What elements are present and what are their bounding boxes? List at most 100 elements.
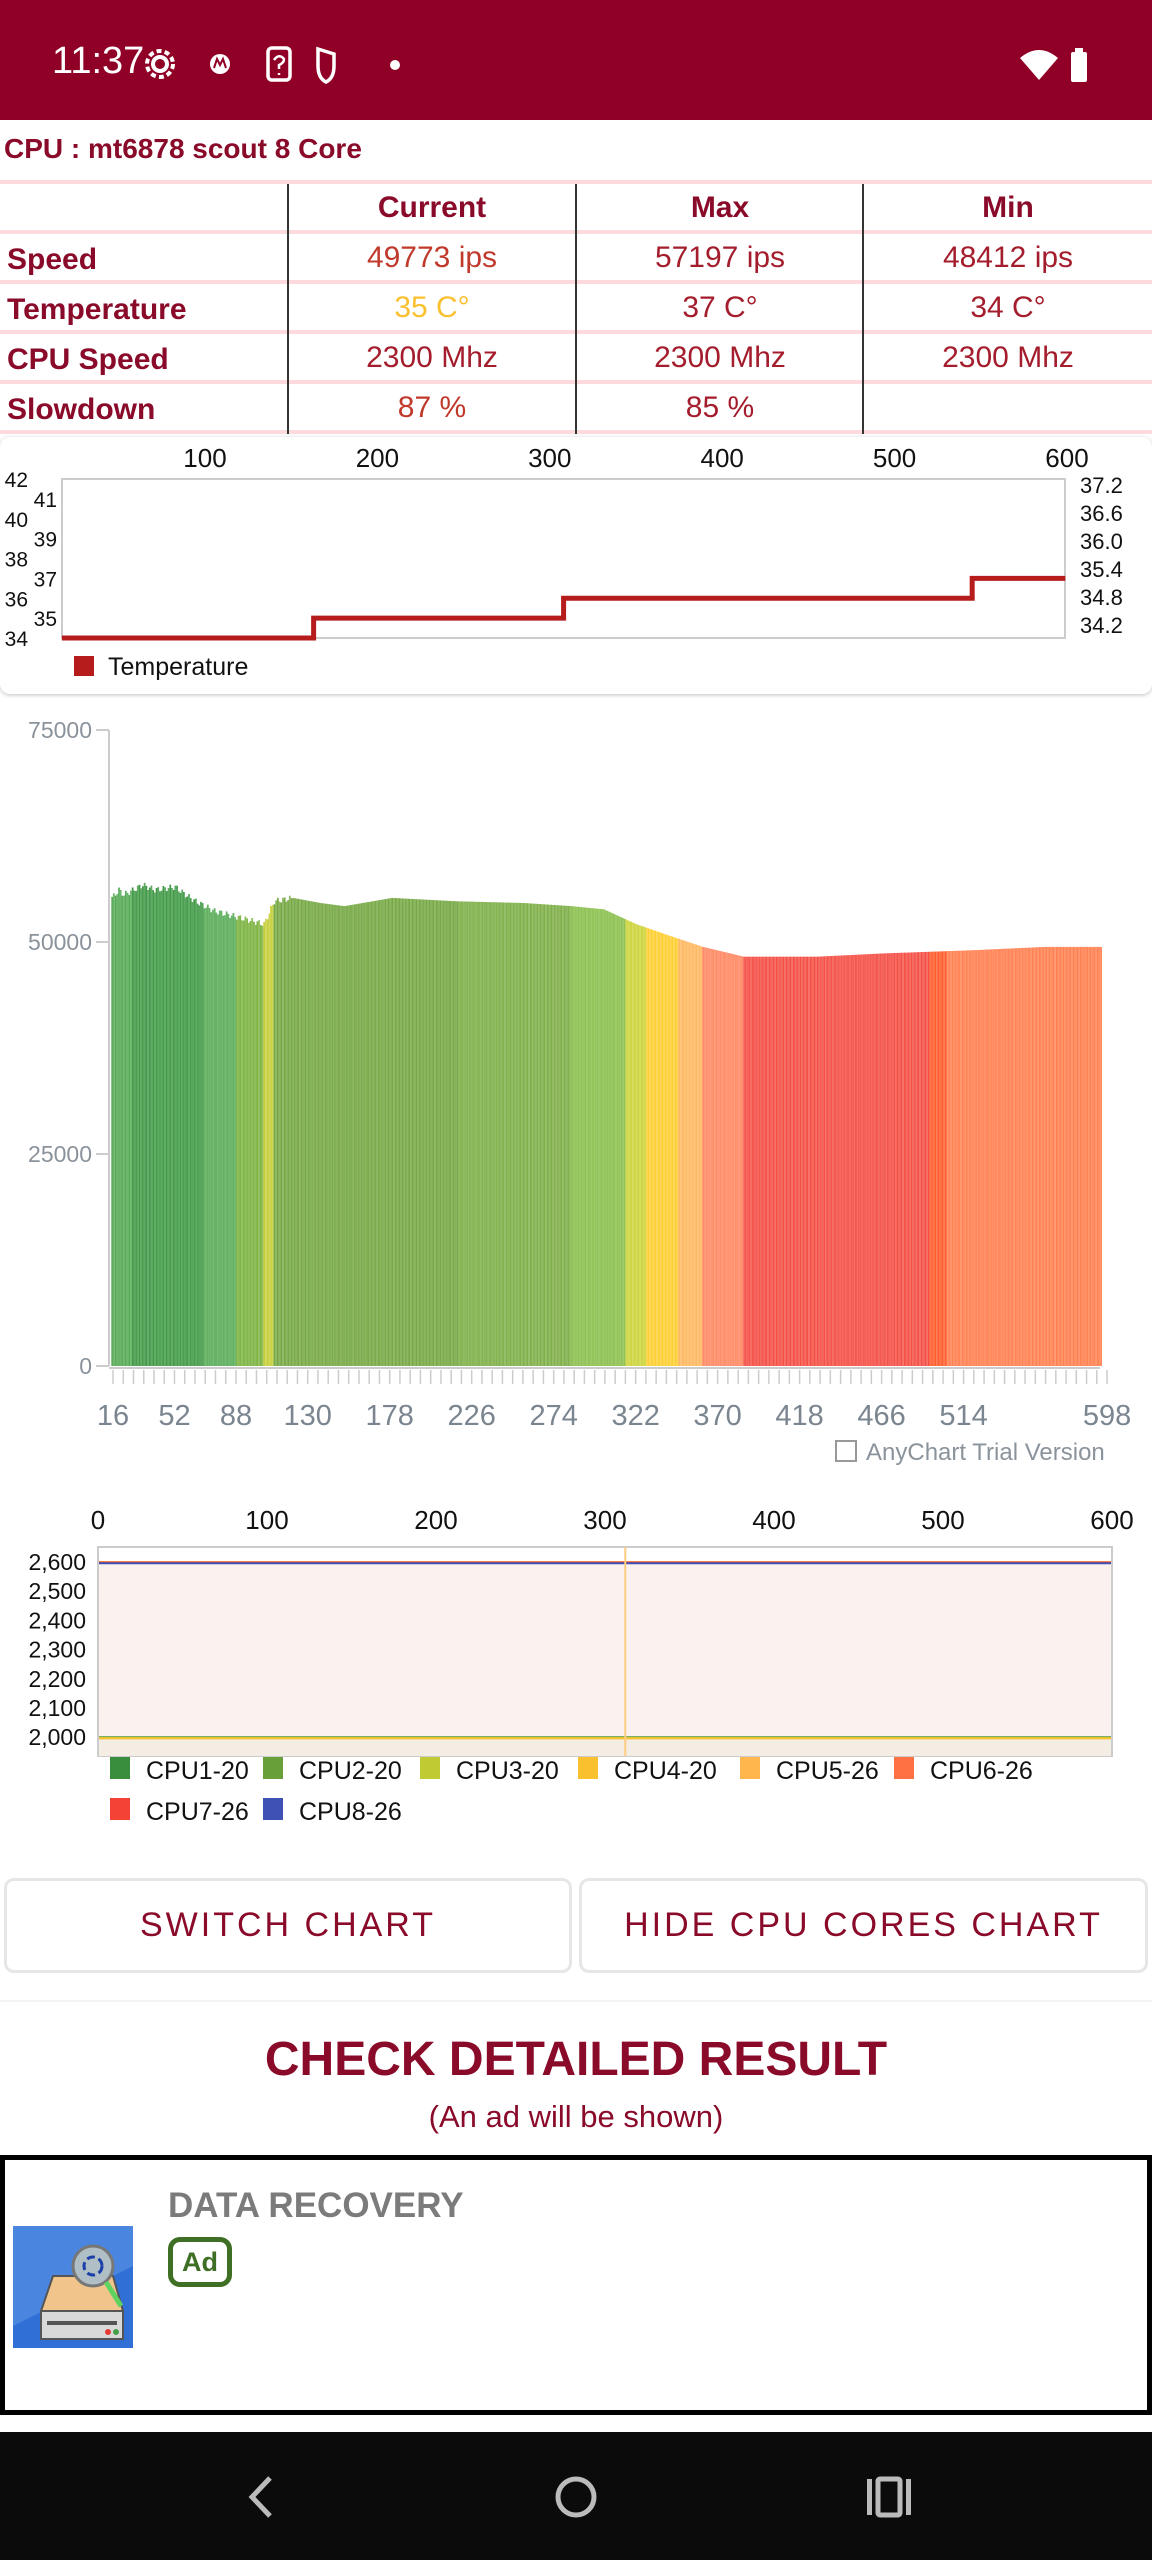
home-icon[interactable] (552, 2473, 600, 2521)
recents-icon[interactable] (864, 2475, 914, 2519)
y-right-tick-label: 35.4 (1080, 557, 1123, 582)
speed-bar (806, 956, 809, 1366)
speed-bar (333, 904, 336, 1366)
speed-bar (914, 952, 916, 1366)
speed-bar (864, 954, 867, 1366)
y-right-tick-label: 34.8 (1080, 585, 1123, 610)
speed-bar (384, 899, 387, 1366)
speed-bar (1021, 947, 1024, 1366)
speed-bar (386, 898, 389, 1366)
speed-bar (509, 902, 512, 1366)
speed-bar (1064, 946, 1067, 1366)
speed-bar (984, 949, 986, 1366)
speed-bar (852, 954, 855, 1366)
ad-banner[interactable]: DATA RECOVERY Ad (0, 2155, 1152, 2415)
speed-bar (215, 912, 218, 1366)
speed-bar (138, 884, 141, 1366)
detailed-subtitle: (An ad will be shown) (428, 2099, 724, 2134)
speed-bar (1025, 947, 1027, 1366)
x-tick-label: 88 (220, 1400, 252, 1432)
speed-bar (693, 944, 696, 1366)
speed-bar (968, 950, 971, 1366)
speed-bar (499, 902, 501, 1366)
speed-bar (980, 949, 983, 1366)
switch-chart-button[interactable]: SWITCH CHART (4, 1878, 572, 1973)
speed-bar (328, 904, 330, 1366)
speed-bar (956, 950, 959, 1366)
speed-bar (782, 956, 785, 1366)
header-max: Max (690, 191, 750, 224)
slowdown-current: 87 % (397, 391, 467, 424)
speed-bar (1078, 946, 1080, 1366)
speed-bar (659, 932, 662, 1366)
speed-bar (159, 891, 161, 1366)
speed-bar (164, 887, 166, 1366)
speed-bar (413, 899, 416, 1366)
speed-bar (987, 949, 990, 1366)
speed-bar (258, 920, 260, 1366)
speed-bar (1002, 948, 1005, 1366)
row-label-temperature: Temperature (7, 293, 187, 326)
speed-bar (224, 915, 226, 1366)
speed-bar (367, 902, 370, 1366)
speed-bar (393, 897, 395, 1366)
speed-bar (1019, 948, 1022, 1366)
speed-bar (341, 905, 344, 1366)
speed-bar (119, 889, 122, 1366)
speed-bar (939, 951, 942, 1366)
back-icon[interactable] (240, 2472, 284, 2522)
speed-bar (521, 902, 523, 1366)
speed-bar (227, 913, 230, 1366)
x-tick-label: 600 (1090, 1505, 1133, 1535)
hide-cpu-cores-chart-button[interactable]: HIDE CPU CORES CHART (579, 1878, 1148, 1973)
speed-bar (818, 956, 821, 1366)
speed-bar (177, 891, 180, 1366)
temperature-current: 35 C° (394, 291, 470, 324)
speed-bar (160, 890, 163, 1366)
speed-bar (505, 902, 508, 1366)
speed-bar (896, 952, 899, 1366)
speed-bar (996, 949, 998, 1366)
speed-bar (982, 949, 985, 1366)
speed-bar (410, 898, 412, 1366)
speed-bar (1091, 946, 1094, 1366)
speed-bar (545, 904, 547, 1366)
speed-bar (963, 950, 966, 1366)
speed-bar (572, 906, 575, 1366)
x-tick-label: 400 (752, 1505, 795, 1535)
speed-bar (381, 899, 383, 1366)
speed-bar (171, 887, 173, 1366)
speed-bar (256, 921, 259, 1366)
legend-label: CPU8-26 (299, 1798, 402, 1826)
check-detailed-result-button[interactable]: CHECK DETAILED RESULT (An ad will be sho… (0, 2000, 1152, 2152)
speed-bar (276, 897, 279, 1366)
speed-bar (828, 956, 831, 1366)
speed-bar (1007, 948, 1010, 1366)
speed-bar (804, 956, 807, 1366)
x-tick-label: 466 (857, 1400, 905, 1432)
y-right-tick-label: 34.2 (1080, 613, 1123, 638)
speed-bar (461, 901, 464, 1366)
speed-bar (309, 901, 312, 1366)
speed-bar (669, 936, 672, 1366)
speed-bar (558, 905, 561, 1366)
speed-bar (604, 910, 607, 1366)
speed-bar (1088, 946, 1091, 1366)
speed-bar (205, 907, 207, 1366)
speed-bar (748, 956, 751, 1366)
speed-bar (302, 899, 305, 1366)
speed-bar (651, 929, 653, 1366)
speed-bar (821, 956, 824, 1366)
speed-bar (434, 900, 436, 1366)
speed-bar (437, 900, 440, 1366)
speed-bar (517, 902, 520, 1366)
speed-bar (350, 904, 353, 1366)
speed-bar (200, 901, 202, 1366)
speed-bar (193, 899, 196, 1366)
speed-bar (698, 945, 701, 1366)
speed-bar (862, 954, 865, 1366)
speed-bar (140, 888, 143, 1366)
speed-bar (808, 956, 810, 1366)
speed-bar (845, 955, 848, 1366)
speed-bar (688, 942, 691, 1366)
